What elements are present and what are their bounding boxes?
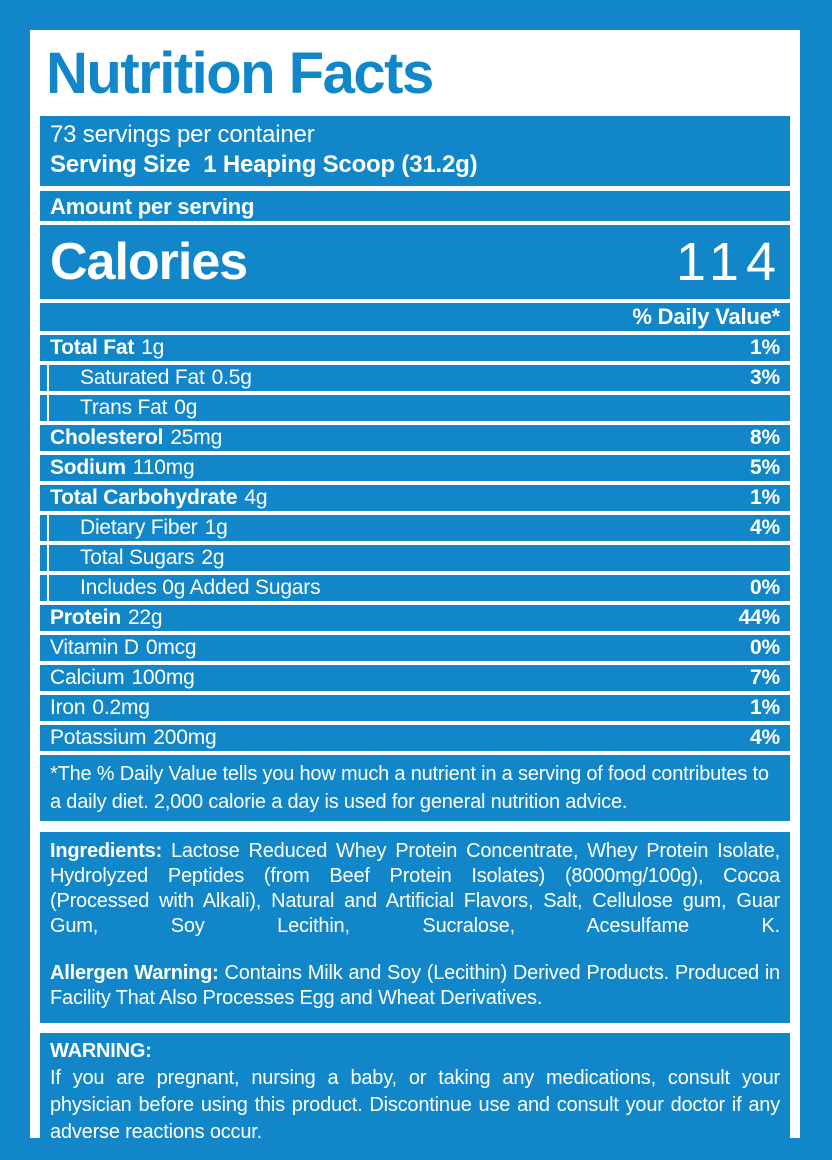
daily-value-header: % Daily Value* <box>40 303 790 331</box>
nutrient-row-calcium: Calcium 100mg 7% <box>40 665 790 691</box>
nutrient-amount: 110mg <box>132 456 195 479</box>
calories-box: Calories 114 <box>40 225 790 299</box>
nutrient-amount: 22g <box>127 606 163 629</box>
nutrient-row-vitamin-d: Vitamin D 0mcg 0% <box>40 635 790 661</box>
calories-label: Calories <box>50 233 248 291</box>
nutrient-dv: 0% <box>750 636 780 659</box>
nutrient-row-protein: Protein 22g 44% <box>40 605 790 631</box>
nutrient-dv: 7% <box>750 666 780 689</box>
nutrient-amount: 0g <box>174 396 198 419</box>
nutrient-dv: 3% <box>750 366 780 389</box>
nutrient-dv: 1% <box>750 486 780 509</box>
nutrient-row-added-sugars: Includes 0g Added Sugars 0% <box>40 575 790 601</box>
nutrient-row-total-fat: Total Fat 1g 1% <box>40 335 790 361</box>
ingredients-paragraph: Ingredients: Lactose Reduced Whey Protei… <box>50 839 780 939</box>
page-title: Nutrition Facts <box>46 41 434 106</box>
nutrient-amount: 200mg <box>153 726 217 749</box>
nutrient-dv: 1% <box>750 696 780 719</box>
calories-value: 114 <box>675 232 783 292</box>
nutrient-amount: 0.2mg <box>92 696 150 719</box>
nutrient-label: Trans Fat <box>80 396 168 419</box>
amount-per-serving-header: Amount per serving <box>40 191 790 221</box>
nutrient-label: Calcium <box>50 666 125 689</box>
nutrient-label: Protein <box>50 606 121 629</box>
nutrient-row-trans-fat: Trans Fat 0g <box>40 395 790 421</box>
ingredients-label: Ingredients: <box>50 840 163 862</box>
servings-per-container: 73 servings per container <box>50 121 315 148</box>
nutrient-row-total-sugars: Total Sugars 2g <box>40 545 790 571</box>
nutrient-row-potassium: Potassium 200mg 4% <box>40 725 790 751</box>
warning-text: If you are pregnant, nursing a baby, or … <box>50 1067 780 1138</box>
nutrient-label: Dietary Fiber <box>80 516 198 539</box>
nutrient-amount: 4g <box>244 486 268 509</box>
nutrient-label: Sodium <box>50 456 126 479</box>
nutrient-row-dietary-fiber: Dietary Fiber 1g 4% <box>40 515 790 541</box>
nutrition-facts-panel: Nutrition Facts 73 servings per containe… <box>30 30 800 1138</box>
serving-info-box: 73 servings per container Serving Size 1… <box>40 116 790 186</box>
daily-value-footnote: *The % Daily Value tells you how much a … <box>40 755 790 821</box>
nutrient-label: Vitamin D <box>50 636 139 659</box>
nutrient-dv: 44% <box>738 606 781 629</box>
nutrient-amount: 0.5g <box>211 366 252 389</box>
nutrient-dv: 4% <box>750 726 780 749</box>
nutrient-label: Includes 0g Added Sugars <box>80 576 321 599</box>
nutrient-row-cholesterol: Cholesterol 25mg 8% <box>40 425 790 451</box>
warning-box: WARNING: If you are pregnant, nursing a … <box>40 1033 790 1138</box>
nutrient-label: Saturated Fat <box>80 366 205 389</box>
nutrient-amount: 100mg <box>131 666 195 689</box>
nutrient-amount: 25mg <box>170 426 223 449</box>
nutrient-dv: 1% <box>750 336 780 359</box>
nutrient-label: Potassium <box>50 726 147 749</box>
nutrient-label: Iron <box>50 696 86 719</box>
nutrient-amount: 0mcg <box>145 636 197 659</box>
nutrient-label: Total Fat <box>50 336 135 359</box>
nutrient-amount: 1g <box>141 336 165 359</box>
allergen-text: Contains Milk and Soy (Lecithin) Derived… <box>50 962 780 1009</box>
ingredients-box: Ingredients: Lactose Reduced Whey Protei… <box>40 832 790 1023</box>
ingredients-text: Lactose Reduced Whey Protein Concentrate… <box>50 840 780 937</box>
nutrient-row-total-carbohydrate: Total Carbohydrate 4g 1% <box>40 485 790 511</box>
nutrient-label: Total Sugars <box>80 546 195 569</box>
warning-label: WARNING: <box>50 1040 152 1062</box>
serving-size: Serving Size 1 Heaping Scoop (31.2g) <box>50 151 478 178</box>
allergen-label: Allergen Warning: <box>50 962 219 984</box>
nutrient-dv: 4% <box>750 516 780 539</box>
nutrient-label: Cholesterol <box>50 426 164 449</box>
nutrient-dv: 5% <box>750 456 780 479</box>
nutrient-row-sodium: Sodium 110mg 5% <box>40 455 790 481</box>
nutrient-row-iron: Iron 0.2mg 1% <box>40 695 790 721</box>
nutrient-dv: 0% <box>750 576 780 599</box>
nutrient-amount: 1g <box>204 516 228 539</box>
nutrient-row-saturated-fat: Saturated Fat 0.5g 3% <box>40 365 790 391</box>
nutrient-label: Total Carbohydrate <box>50 486 238 509</box>
nutrient-amount: 2g <box>201 546 225 569</box>
nutrient-dv: 8% <box>750 426 780 449</box>
allergen-paragraph: Allergen Warning: Contains Milk and Soy … <box>50 961 780 1011</box>
